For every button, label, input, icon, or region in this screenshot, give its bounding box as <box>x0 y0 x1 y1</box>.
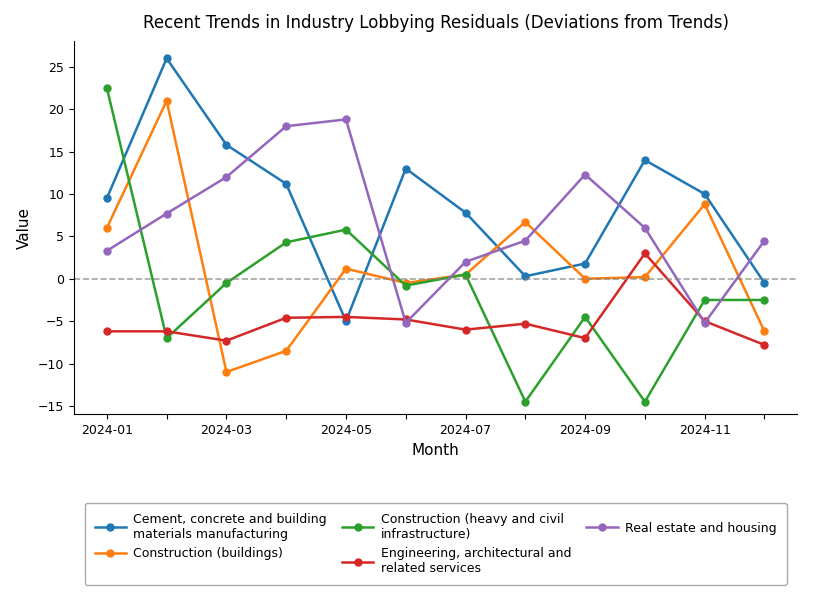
Engineering, architectural and
related services <box>640 250 650 257</box>
Line: Real estate and housing: Real estate and housing <box>104 116 768 326</box>
Construction (heavy and civil
infrastructure) <box>520 398 530 406</box>
Construction (heavy and civil
infrastructure) <box>700 297 709 304</box>
Construction (buildings) <box>102 224 112 231</box>
Real estate and housing <box>162 210 172 217</box>
Construction (heavy and civil
infrastructure) <box>640 398 650 406</box>
Title: Recent Trends in Industry Lobbying Residuals (Deviations from Trends): Recent Trends in Industry Lobbying Resid… <box>143 14 728 31</box>
Cement, concrete and building
materials manufacturing <box>221 141 231 149</box>
Engineering, architectural and
related services <box>401 316 411 323</box>
Engineering, architectural and
related services <box>102 328 112 335</box>
Cement, concrete and building
materials manufacturing <box>341 317 351 324</box>
Engineering, architectural and
related services <box>341 313 351 320</box>
Line: Engineering, architectural and
related services: Engineering, architectural and related s… <box>104 250 768 348</box>
Real estate and housing <box>640 224 650 231</box>
Construction (buildings) <box>460 271 470 278</box>
Construction (heavy and civil
infrastructure) <box>221 279 231 287</box>
Construction (buildings) <box>221 368 231 375</box>
Real estate and housing <box>221 173 231 181</box>
Construction (heavy and civil
infrastructure) <box>102 85 112 92</box>
Construction (heavy and civil
infrastructure) <box>281 239 291 246</box>
Engineering, architectural and
related services <box>281 314 291 321</box>
Line: Construction (buildings): Construction (buildings) <box>104 97 768 375</box>
Construction (buildings) <box>341 265 351 272</box>
Cement, concrete and building
materials manufacturing <box>162 55 172 62</box>
Legend: Cement, concrete and building
materials manufacturing, Construction (buildings),: Cement, concrete and building materials … <box>85 503 787 585</box>
Real estate and housing <box>700 319 709 326</box>
Cement, concrete and building
materials manufacturing <box>640 156 650 163</box>
Engineering, architectural and
related services <box>221 337 231 344</box>
Construction (buildings) <box>580 275 590 282</box>
Cement, concrete and building
materials manufacturing <box>580 260 590 267</box>
Cement, concrete and building
materials manufacturing <box>102 195 112 202</box>
Construction (heavy and civil
infrastructure) <box>341 226 351 233</box>
Cement, concrete and building
materials manufacturing <box>520 273 530 280</box>
Construction (heavy and civil
infrastructure) <box>580 313 590 320</box>
Construction (buildings) <box>401 279 411 287</box>
Real estate and housing <box>760 237 769 244</box>
Real estate and housing <box>520 237 530 244</box>
Construction (buildings) <box>281 348 291 355</box>
Cement, concrete and building
materials manufacturing <box>401 165 411 172</box>
Engineering, architectural and
related services <box>460 326 470 333</box>
Cement, concrete and building
materials manufacturing <box>700 191 709 198</box>
Construction (buildings) <box>700 201 709 208</box>
Engineering, architectural and
related services <box>162 328 172 335</box>
Real estate and housing <box>341 116 351 123</box>
Engineering, architectural and
related services <box>520 320 530 327</box>
Cement, concrete and building
materials manufacturing <box>760 279 769 287</box>
Construction (heavy and civil
infrastructure) <box>760 297 769 304</box>
Cement, concrete and building
materials manufacturing <box>281 181 291 188</box>
Construction (buildings) <box>162 97 172 104</box>
Engineering, architectural and
related services <box>760 342 769 349</box>
Construction (heavy and civil
infrastructure) <box>162 334 172 342</box>
Construction (heavy and civil
infrastructure) <box>401 282 411 289</box>
X-axis label: Month: Month <box>412 443 459 458</box>
Engineering, architectural and
related services <box>700 317 709 324</box>
Cement, concrete and building
materials manufacturing <box>460 209 470 216</box>
Construction (buildings) <box>760 328 769 335</box>
Y-axis label: Value: Value <box>17 207 32 249</box>
Real estate and housing <box>401 319 411 326</box>
Engineering, architectural and
related services <box>580 334 590 342</box>
Construction (buildings) <box>640 274 650 281</box>
Real estate and housing <box>102 247 112 255</box>
Real estate and housing <box>281 123 291 130</box>
Line: Cement, concrete and building
materials manufacturing: Cement, concrete and building materials … <box>104 55 768 324</box>
Real estate and housing <box>460 258 470 265</box>
Real estate and housing <box>580 171 590 178</box>
Construction (heavy and civil
infrastructure) <box>460 271 470 278</box>
Construction (buildings) <box>520 218 530 226</box>
Line: Construction (heavy and civil
infrastructure): Construction (heavy and civil infrastruc… <box>104 85 768 405</box>
